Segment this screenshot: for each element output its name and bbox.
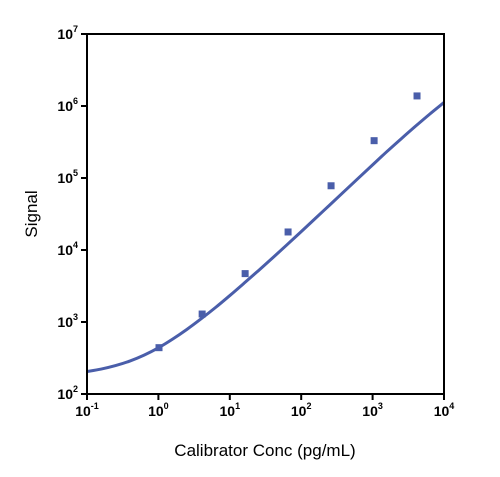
- y-axis-title: Signal: [22, 190, 41, 237]
- x-tick-label: 103: [362, 401, 383, 419]
- y-tick-label: 106: [57, 96, 78, 114]
- y-tick-label: 103: [57, 312, 78, 330]
- data-point: [413, 92, 421, 100]
- plot-marks: [86, 92, 445, 374]
- data-point: [241, 270, 249, 278]
- data-point: [370, 137, 378, 145]
- x-tick-label: 10-1: [75, 401, 99, 419]
- plot-frame: [86, 33, 445, 395]
- x-tick-label: 101: [220, 401, 241, 419]
- y-tick-label: 105: [57, 168, 78, 186]
- data-point: [327, 182, 335, 190]
- data-point: [155, 344, 163, 352]
- fit-curve: [86, 101, 445, 374]
- x-tick-label: 100: [148, 401, 169, 419]
- y-axis: 102 103 104 105 106 107: [57, 24, 87, 402]
- x-tick-label: 102: [291, 401, 312, 419]
- y-tick-label: 107: [57, 24, 78, 42]
- data-point: [198, 310, 206, 318]
- x-tick-label: 104: [434, 401, 455, 419]
- data-point: [284, 228, 292, 236]
- y-tick-label: 102: [57, 384, 78, 402]
- x-axis: 10-1 100 101 102 103 104: [75, 394, 454, 419]
- x-axis-title: Calibrator Conc (pg/mL): [174, 441, 355, 460]
- y-tick-label: 104: [57, 240, 78, 258]
